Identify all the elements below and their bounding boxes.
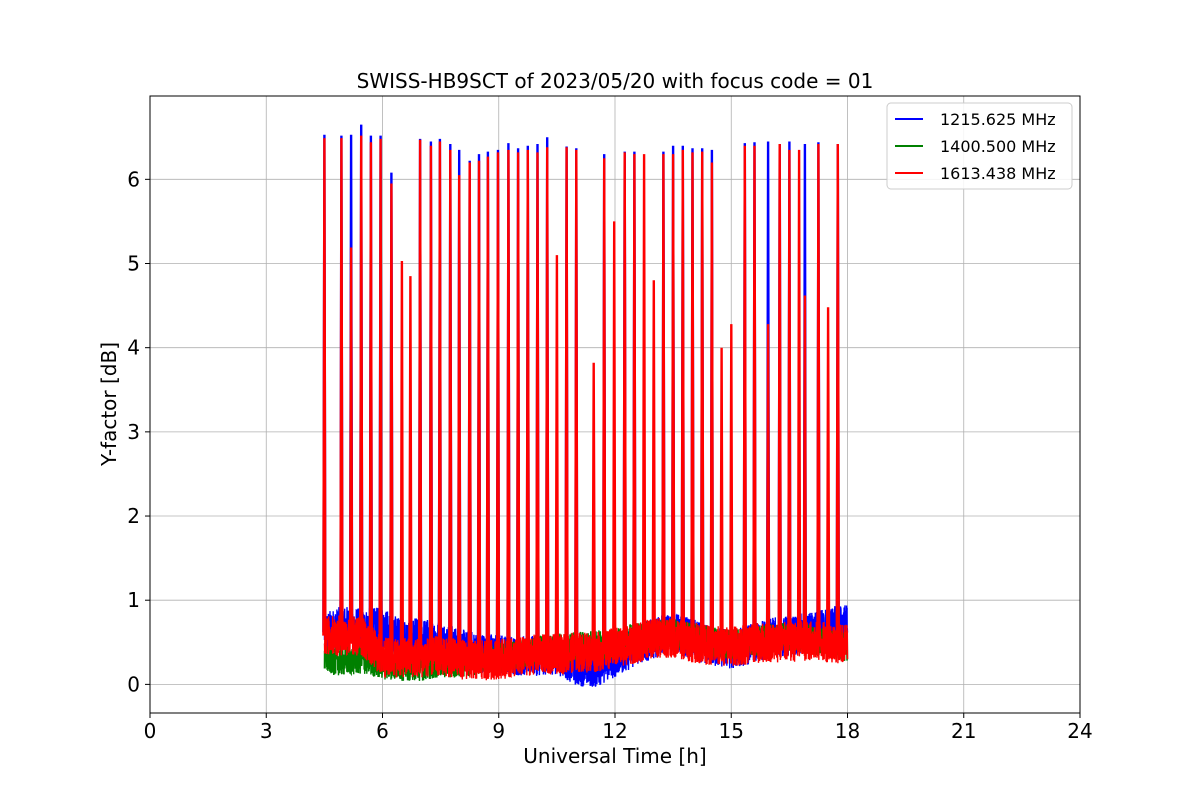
calibration-peak	[641, 154, 647, 642]
plot-area	[322, 124, 849, 687]
calibration-peak	[437, 141, 442, 656]
legend-label: 1400.500 MHz	[940, 137, 1056, 156]
calibration-peak	[359, 135, 364, 638]
y-tick-label: 2	[127, 504, 140, 528]
y-tick-label: 3	[127, 420, 140, 444]
calibration-peak	[457, 175, 462, 660]
calibration-peak	[348, 247, 354, 637]
calibration-peak	[680, 149, 685, 641]
y-tick-label: 4	[127, 336, 140, 360]
calibration-peak	[765, 324, 771, 643]
calibration-peak	[622, 152, 627, 646]
legend-box	[886, 102, 1073, 190]
calibration-peak	[389, 183, 394, 658]
calibration-peak	[525, 149, 530, 656]
legend-item[interactable]: 1215.625 MHz	[895, 110, 1056, 129]
x-tick-label: 3	[260, 719, 273, 743]
calibration-peak	[671, 154, 676, 639]
calibration-peak	[535, 152, 540, 655]
y-axis-label: Y-factor [dB]	[97, 342, 121, 467]
x-tick-label: 0	[144, 719, 157, 743]
y-axis-ticks: 0 1 2 3 4 5 6	[127, 167, 150, 696]
calibration-peak	[835, 143, 840, 644]
calibration-peak	[408, 276, 413, 658]
calibration-peak	[729, 324, 734, 647]
calibration-peak	[368, 142, 373, 646]
calibration-peak	[796, 149, 802, 642]
calibration-peak	[602, 158, 607, 651]
calibration-peak	[742, 145, 747, 645]
calibration-peak	[417, 139, 423, 658]
calibration-peak	[719, 347, 724, 647]
calibration-peak	[690, 152, 695, 643]
x-tick-label: 21	[951, 719, 976, 743]
calibration-peak	[467, 162, 472, 661]
calibration-peak	[506, 149, 511, 659]
calibration-peak	[339, 138, 344, 636]
calibration-peak	[399, 260, 404, 658]
calibration-peak	[428, 145, 434, 657]
legend-item[interactable]: 1613.438 MHz	[895, 164, 1056, 183]
y-tick-label: 5	[127, 252, 140, 276]
calibration-peak	[777, 143, 782, 643]
calibration-peak	[612, 221, 617, 648]
calibration-peak	[661, 154, 666, 639]
calibration-peak	[554, 255, 559, 655]
y-tick-label: 0	[127, 672, 140, 696]
calibration-peak	[802, 295, 807, 641]
x-tick-label: 12	[602, 719, 627, 743]
calibration-peak	[485, 156, 491, 661]
x-tick-label: 15	[719, 719, 744, 743]
x-tick-label: 18	[835, 719, 860, 743]
calibration-peak	[632, 154, 637, 645]
calibration-peak	[752, 145, 757, 644]
legend-label: 1613.438 MHz	[940, 164, 1056, 183]
legend-label: 1215.625 MHz	[940, 110, 1056, 129]
legend[interactable]: 1215.625 MHz 1400.500 MHz 1613.438 MHz	[886, 102, 1073, 190]
calibration-peak	[574, 149, 579, 653]
calibration-peak	[700, 151, 705, 645]
x-axis-ticks: 0 3 6 9 12 15 18 21 24	[144, 713, 1093, 743]
x-tick-label: 9	[492, 719, 505, 743]
series-3	[322, 135, 849, 681]
calibration-peak	[495, 152, 501, 660]
calibration-peak	[545, 147, 550, 655]
calibration-peak	[564, 147, 569, 654]
legend-item[interactable]: 1400.500 MHz	[895, 137, 1056, 156]
calibration-peak	[378, 138, 383, 656]
calibration-peak	[322, 138, 327, 636]
calibration-peak	[709, 162, 714, 646]
calibration-peak	[591, 362, 596, 653]
calibration-peak	[516, 152, 521, 658]
calibration-peak	[816, 143, 821, 642]
calibration-peak	[448, 149, 453, 658]
x-tick-label: 6	[376, 719, 389, 743]
calibration-peak	[476, 160, 482, 661]
calibration-peak	[651, 280, 656, 639]
y-tick-label: 6	[127, 167, 140, 191]
chart-title: SWISS-HB9SCT of 2023/05/20 with focus co…	[357, 69, 874, 93]
y-tick-label: 1	[127, 588, 140, 612]
calibration-peak	[787, 149, 792, 643]
x-tick-label: 24	[1067, 719, 1092, 743]
x-axis-label: Universal Time [h]	[523, 744, 706, 768]
calibration-peak	[826, 307, 831, 643]
